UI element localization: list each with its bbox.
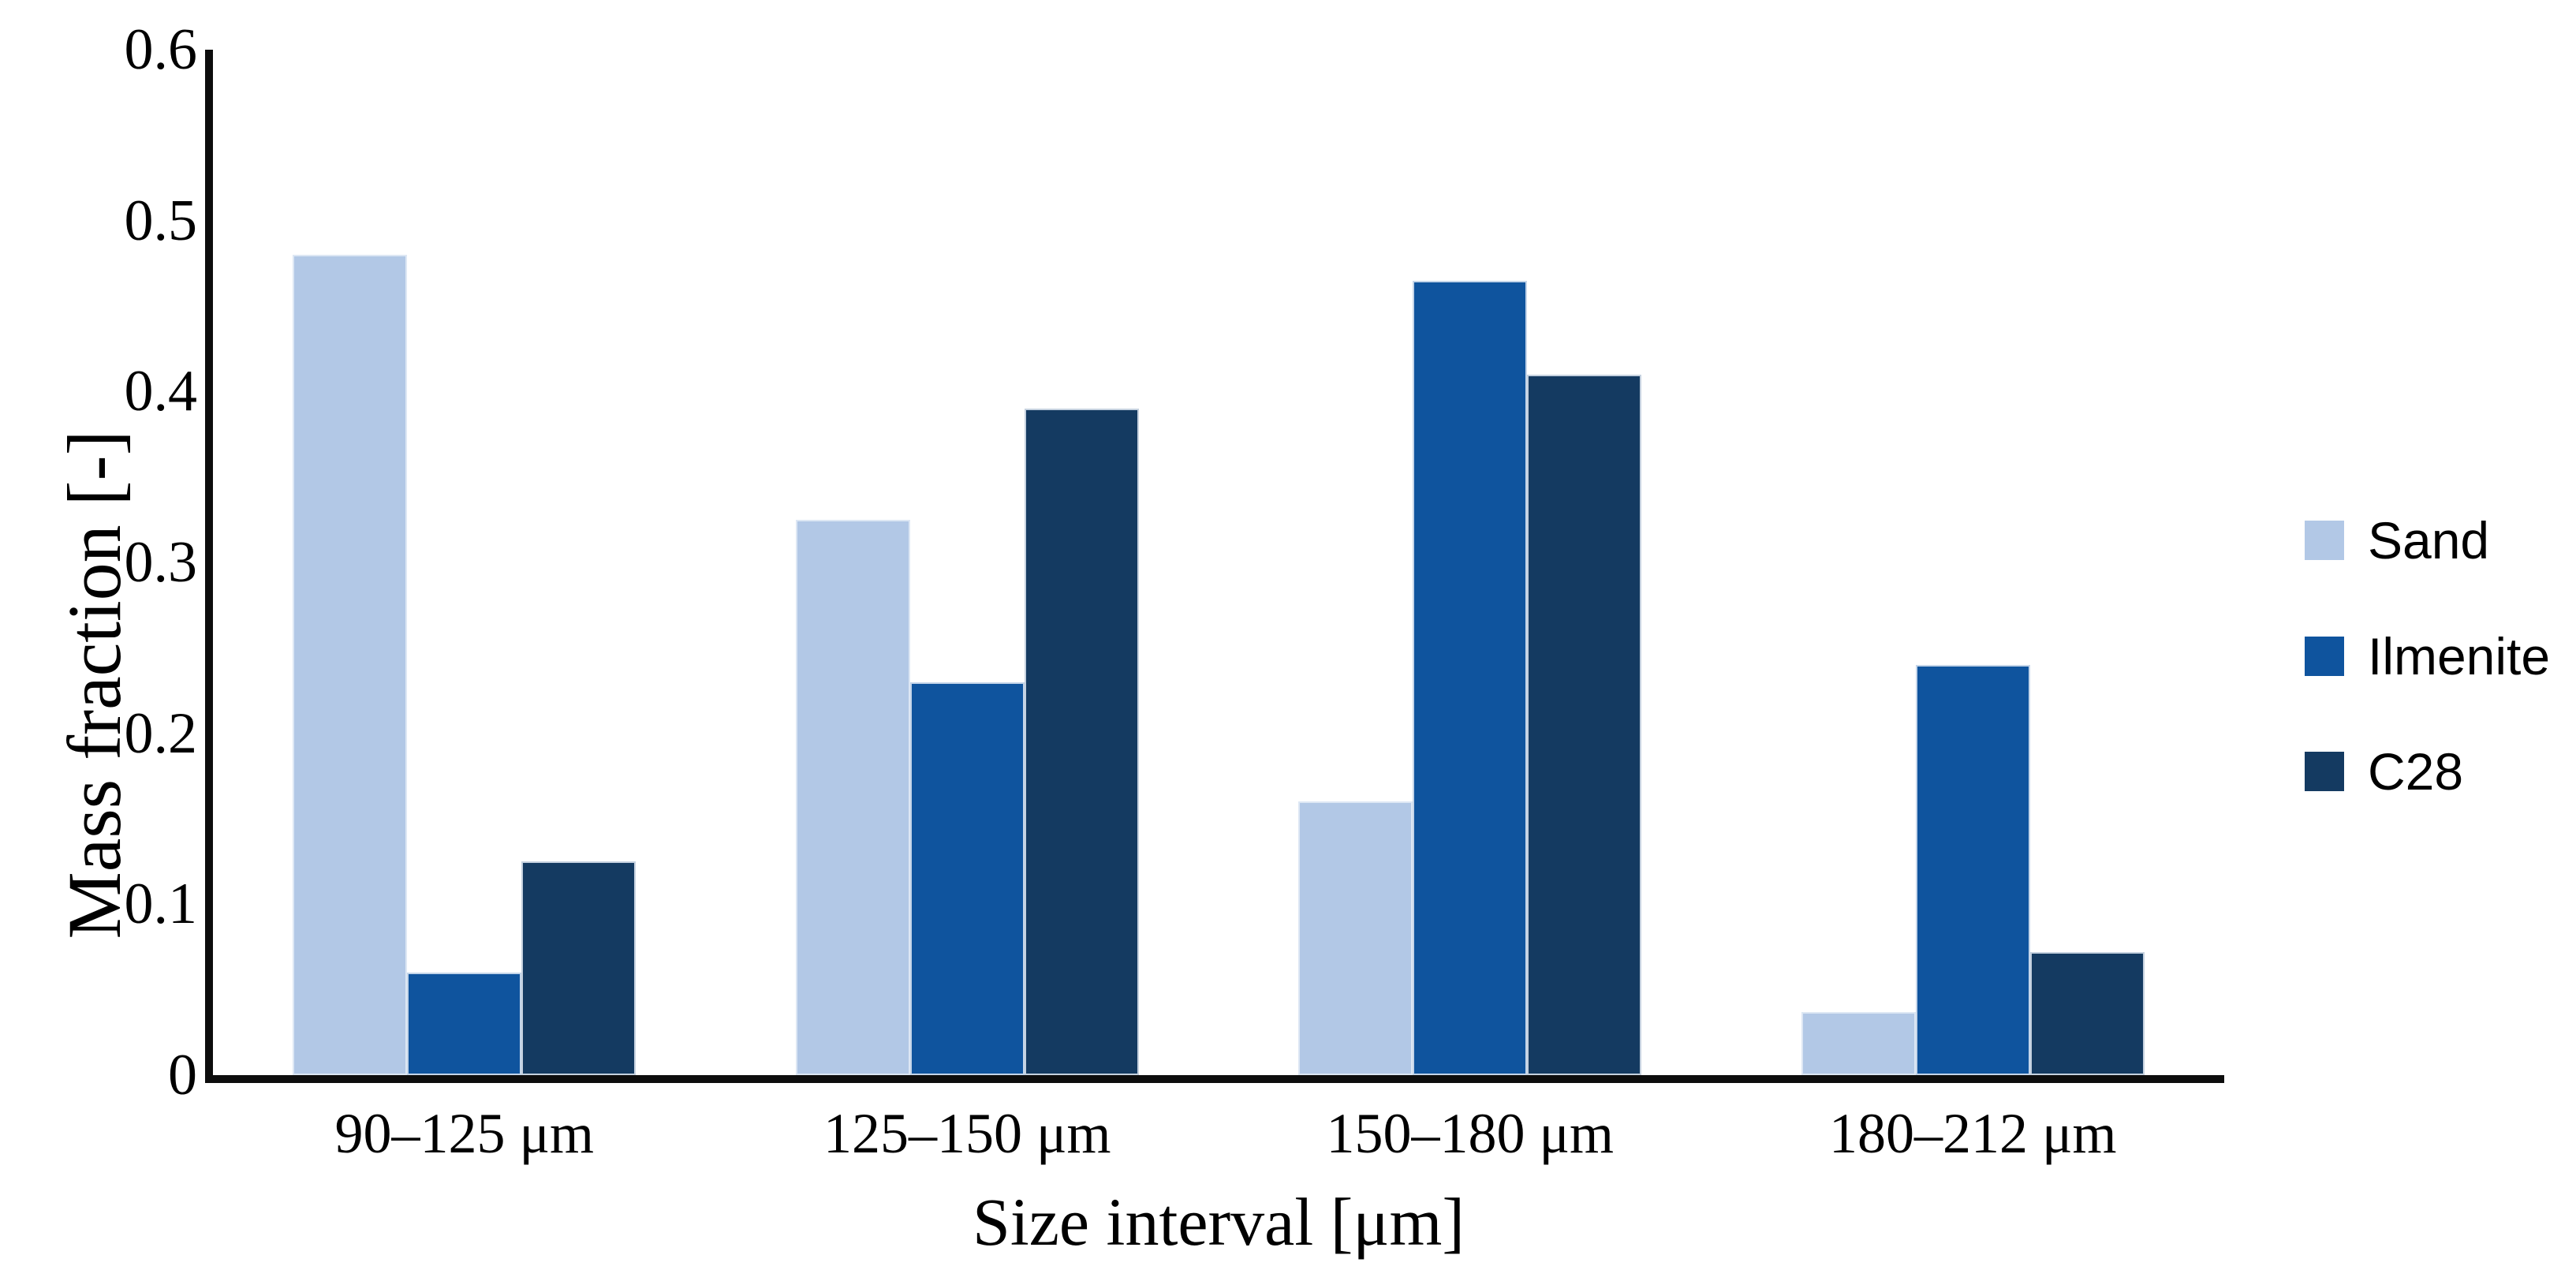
legend-swatch-ilmenite: [2305, 636, 2344, 676]
y-tick-label: 0.6: [124, 17, 198, 82]
bar-ilmenite-4: [1915, 665, 2030, 1075]
x-category-label: 180–212 μm: [1828, 1102, 2117, 1165]
legend-label: Sand: [2368, 511, 2490, 570]
legend-swatch-sand: [2305, 521, 2344, 560]
bar-sand-1: [293, 255, 408, 1075]
bar-ilmenite-2: [909, 682, 1025, 1075]
y-axis-line: [205, 50, 213, 1083]
bar-sand-4: [1801, 1011, 1916, 1075]
legend: Sand Ilmenite C28: [2305, 0, 2576, 1281]
bar-sand-3: [1298, 801, 1413, 1075]
bar-c28-2: [1024, 409, 1139, 1075]
legend-label: Ilmenite: [2368, 626, 2551, 685]
x-axis-line: [205, 1075, 2224, 1083]
y-tick-label: 0: [168, 1043, 197, 1107]
legend-item-sand: Sand: [2305, 514, 2489, 566]
bar-sand-2: [795, 519, 910, 1075]
legend-label: C28: [2368, 742, 2464, 801]
legend-swatch-c28: [2305, 752, 2344, 791]
y-tick-label: 0.4: [124, 359, 198, 424]
y-tick-label: 0.5: [124, 188, 198, 253]
bar-c28-4: [2029, 952, 2145, 1075]
legend-item-ilmenite: Ilmenite: [2305, 630, 2550, 682]
y-tick-label: 0.2: [124, 700, 198, 766]
bar-ilmenite-1: [407, 973, 522, 1075]
legend-item-c28: C28: [2305, 745, 2463, 797]
bar-c28-1: [521, 861, 637, 1075]
y-tick-label: 0.1: [124, 872, 198, 937]
bar-c28-3: [1527, 374, 1642, 1075]
x-category-label: 125–150 μm: [823, 1102, 1111, 1165]
bar-ilmenite-3: [1413, 280, 1528, 1075]
x-category-label: 90–125 μm: [334, 1102, 595, 1165]
y-tick-label: 0.3: [124, 530, 198, 595]
x-category-label: 150–180 μm: [1326, 1102, 1615, 1165]
x-axis-title: Size interval [μm]: [972, 1184, 1465, 1260]
